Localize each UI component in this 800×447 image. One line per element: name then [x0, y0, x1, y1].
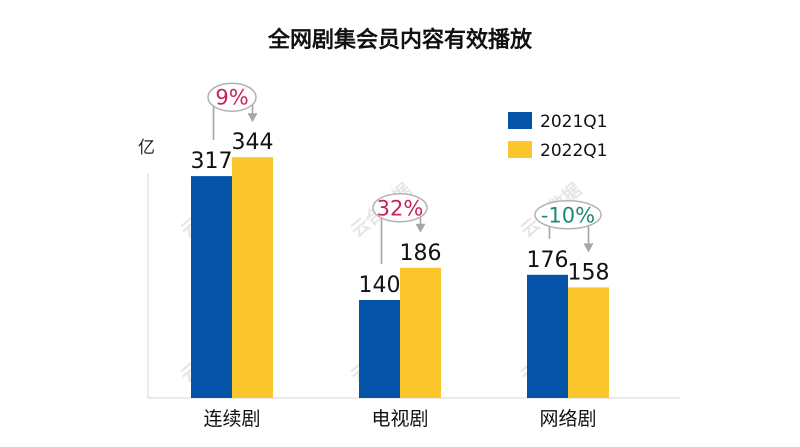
- bar: [568, 287, 609, 398]
- change-bubble: [372, 193, 428, 223]
- bar: [527, 274, 568, 398]
- change-bubble: [534, 200, 602, 230]
- legend-label: 2021Q1: [540, 112, 607, 132]
- change-annotation: 9%: [207, 82, 258, 141]
- change-annotation: -10%: [534, 200, 602, 253]
- bar: [400, 267, 441, 398]
- data-label: 186: [400, 241, 442, 266]
- bar: [232, 157, 273, 398]
- legend-swatch: [508, 141, 532, 158]
- legend: 2021Q1 2022Q1: [508, 112, 607, 161]
- bar: [359, 300, 400, 398]
- category-label: 电视剧: [371, 408, 428, 430]
- change-bubble: [207, 82, 257, 112]
- data-label: 344: [232, 130, 274, 155]
- bars: [191, 157, 609, 398]
- category-label: 网络剧: [539, 408, 596, 430]
- change-label: 9%: [215, 86, 248, 110]
- data-label: 317: [191, 149, 233, 174]
- change-label: 32%: [377, 196, 424, 220]
- y-axis-unit: 亿: [138, 138, 155, 158]
- change-annotations: 9% 32% -10%: [207, 82, 602, 264]
- data-label: 140: [359, 273, 401, 298]
- category-label: 连续剧: [203, 408, 260, 430]
- bar: [191, 176, 232, 398]
- data-label: 158: [568, 260, 610, 285]
- arrow-head: [247, 113, 258, 123]
- data-label: 176: [527, 248, 569, 273]
- legend-label: 2022Q1: [540, 141, 607, 161]
- category-labels: 连续剧 电视剧 网络剧: [203, 408, 596, 430]
- arrow-head: [583, 243, 594, 253]
- change-label: -10%: [541, 203, 595, 227]
- legend-swatch: [508, 112, 532, 129]
- arrow-head: [415, 223, 426, 233]
- change-annotation: 32%: [372, 193, 428, 264]
- chart-title: 全网剧集会员内容有效播放: [267, 27, 533, 53]
